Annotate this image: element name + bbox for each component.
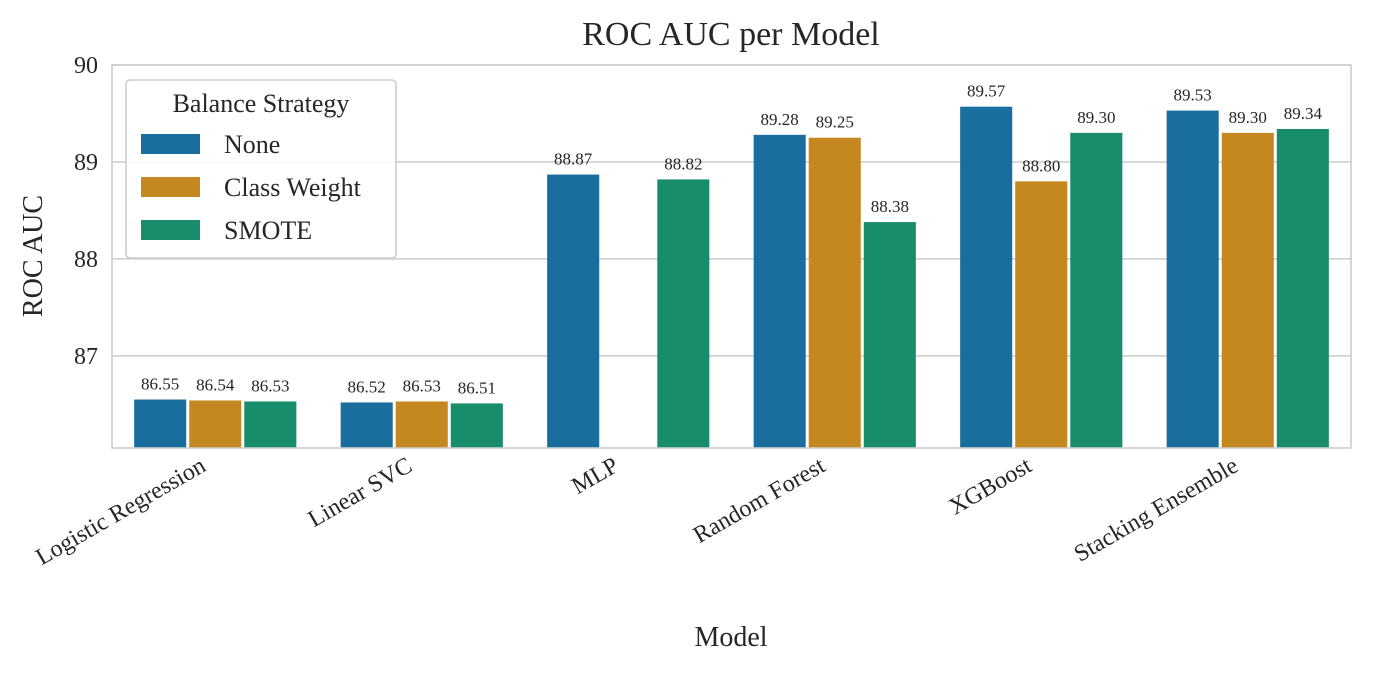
x-tick-label: Linear SVC	[304, 453, 417, 533]
bar-value-label: 89.53	[1174, 86, 1212, 105]
x-tick-label: Random Forest	[689, 453, 830, 549]
x-axis-label: Model	[694, 622, 767, 653]
x-tick-label: Logistic Regression	[32, 453, 211, 571]
plot-frame	[111, 64, 1352, 449]
y-axis-label: ROC AUC	[18, 195, 49, 317]
bar-value-label: 89.34	[1284, 104, 1323, 123]
bar	[1276, 128, 1329, 448]
bar-value-label: 88.82	[664, 154, 702, 173]
bar	[547, 174, 600, 449]
bar	[1221, 132, 1274, 448]
bar	[189, 400, 242, 448]
y-tick-labels: 87 88 89 90	[74, 53, 98, 370]
legend-swatch	[141, 177, 200, 197]
bar	[450, 403, 503, 448]
bar-value-label: 89.57	[967, 82, 1006, 101]
legend-label: Class Weight	[224, 173, 362, 202]
bar	[863, 222, 916, 448]
bar-value-label: 89.30	[1229, 108, 1267, 127]
bar-value-label: 86.53	[251, 376, 289, 395]
bar	[657, 179, 710, 448]
bar	[244, 401, 297, 448]
bar-value-label: 88.87	[554, 150, 593, 169]
bar	[134, 399, 187, 448]
bar	[960, 106, 1013, 449]
legend-label: None	[224, 130, 280, 159]
y-tick-label: 87	[74, 344, 98, 370]
bar-value-label: 89.25	[816, 113, 854, 132]
legend-box	[125, 79, 397, 259]
bar-value-labels: 86.55 86.54 86.53 86.52 86.53 86.51 88.87 88.82…	[141, 82, 1322, 398]
legend: Balance Strategy None Class Weight SMOTE	[125, 79, 397, 259]
bar-value-label: 86.54	[196, 375, 235, 394]
bar-value-label: 86.51	[458, 378, 496, 397]
legend-swatch	[141, 134, 200, 154]
bar-value-label: 86.53	[403, 376, 441, 395]
bar-value-label: 88.80	[1022, 156, 1060, 175]
bar	[1015, 181, 1068, 448]
bar	[808, 137, 861, 449]
bar-value-label: 86.52	[348, 377, 386, 396]
x-tick-labels: Logistic Regression Linear SVC MLP Random F…	[32, 453, 1243, 571]
bar-value-label: 89.30	[1077, 108, 1115, 127]
bar	[753, 134, 806, 448]
bar-value-label: 86.55	[141, 375, 179, 394]
legend-label: SMOTE	[224, 216, 312, 245]
bar	[395, 401, 448, 448]
legend-swatch	[141, 220, 200, 240]
x-tick-label: MLP	[568, 453, 624, 500]
bar-value-label: 89.28	[761, 110, 799, 129]
bar	[340, 402, 393, 448]
chart-title: ROC AUC per Model	[582, 16, 880, 53]
bar-value-label: 88.38	[871, 197, 909, 216]
y-tick-label: 90	[74, 53, 98, 79]
bars	[134, 106, 1329, 449]
x-tick-label: XGBoost	[945, 453, 1037, 521]
y-tick-label: 88	[74, 247, 98, 273]
legend-title: Balance Strategy	[173, 89, 350, 118]
y-tick-label: 89	[74, 150, 98, 176]
legend-items: None Class Weight SMOTE	[141, 130, 362, 245]
x-tick-label: Stacking Ensemble	[1070, 453, 1243, 568]
bar	[1070, 132, 1123, 448]
bar	[1166, 110, 1219, 449]
